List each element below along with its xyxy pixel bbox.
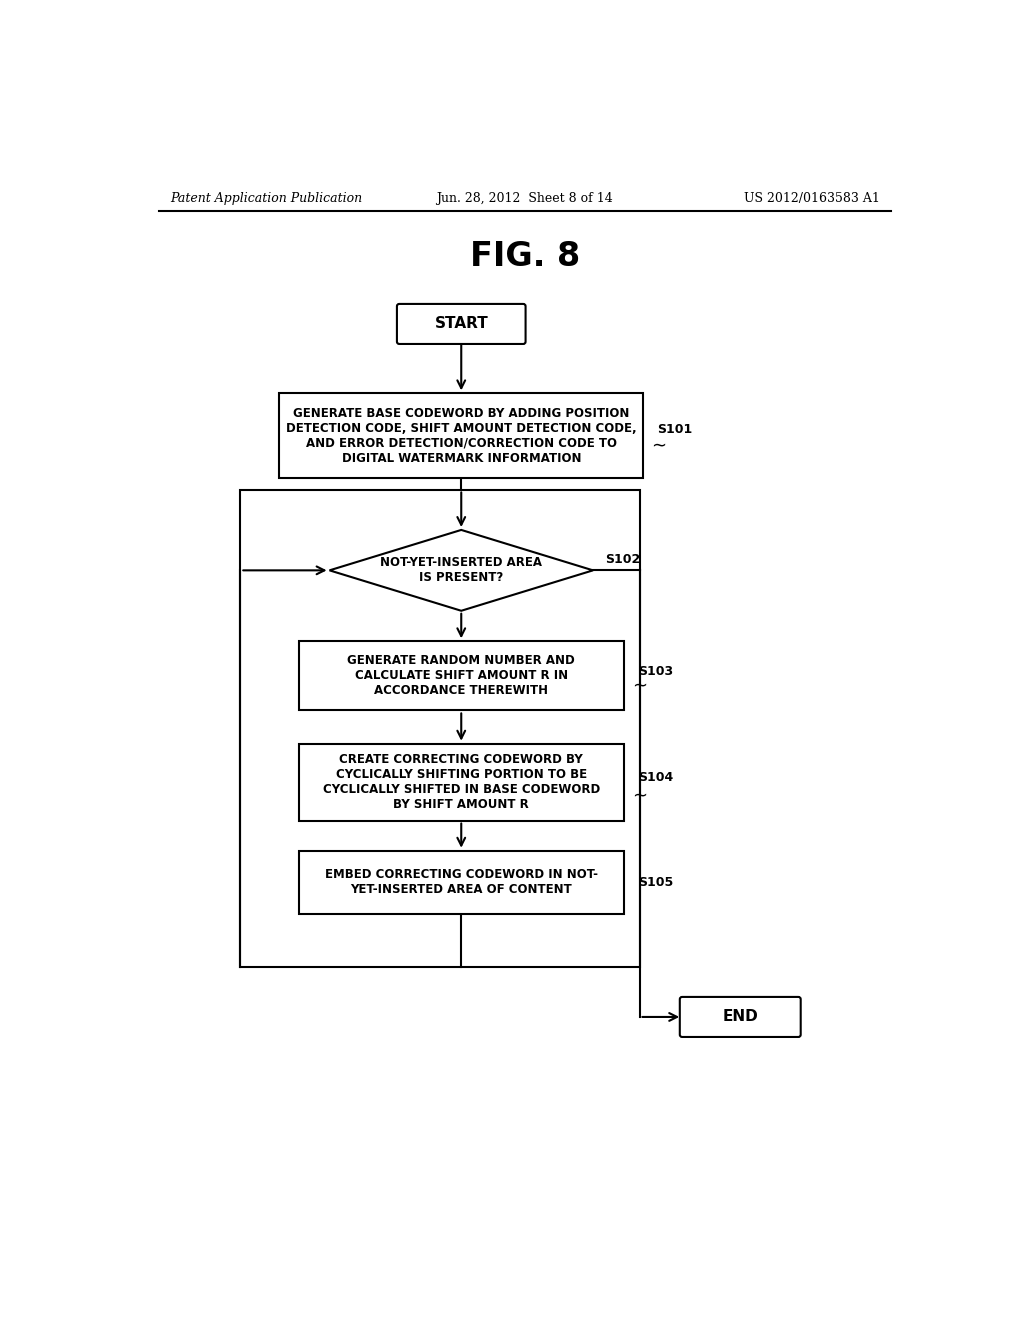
Bar (280, 393, 643, 478)
Text: CREATE CORRECTING CODEWORD BY
CYCLICALLY SHIFTING PORTION TO BE
CYCLICALLY SHIFT: CREATE CORRECTING CODEWORD BY CYCLICALLY… (323, 754, 600, 810)
Text: START: START (434, 317, 488, 331)
Text: NOT-YET-INSERTED AREA
IS PRESENT?: NOT-YET-INSERTED AREA IS PRESENT? (380, 556, 543, 585)
Text: GENERATE RANDOM NUMBER AND
CALCULATE SHIFT AMOUNT R IN
ACCORDANCE THEREWITH: GENERATE RANDOM NUMBER AND CALCULATE SHI… (347, 655, 575, 697)
Bar (299, 642, 624, 710)
Text: GENERATE BASE CODEWORD BY ADDING POSITION
DETECTION CODE, SHIFT AMOUNT DETECTION: GENERATE BASE CODEWORD BY ADDING POSITIO… (286, 407, 637, 465)
Text: EMBED CORRECTING CODEWORD IN NOT-
YET-INSERTED AREA OF CONTENT: EMBED CORRECTING CODEWORD IN NOT- YET-IN… (325, 869, 598, 896)
Text: END: END (722, 1010, 758, 1024)
Text: FIG. 8: FIG. 8 (470, 240, 580, 273)
Text: Patent Application Publication: Patent Application Publication (171, 191, 362, 205)
Text: US 2012/0163583 A1: US 2012/0163583 A1 (743, 191, 880, 205)
Polygon shape (330, 529, 593, 611)
Text: S105: S105 (638, 875, 673, 888)
FancyBboxPatch shape (680, 997, 801, 1038)
Text: ∼: ∼ (651, 437, 667, 455)
FancyBboxPatch shape (397, 304, 525, 345)
Bar (299, 743, 624, 821)
Bar (299, 850, 624, 913)
Text: S104: S104 (638, 771, 673, 784)
Bar (241, 490, 640, 966)
Text: S101: S101 (657, 422, 692, 436)
Text: S103: S103 (638, 665, 673, 677)
Text: Jun. 28, 2012  Sheet 8 of 14: Jun. 28, 2012 Sheet 8 of 14 (436, 191, 613, 205)
Text: ∼: ∼ (632, 787, 647, 805)
Text: ∼: ∼ (632, 677, 647, 696)
Text: S102: S102 (604, 553, 640, 566)
